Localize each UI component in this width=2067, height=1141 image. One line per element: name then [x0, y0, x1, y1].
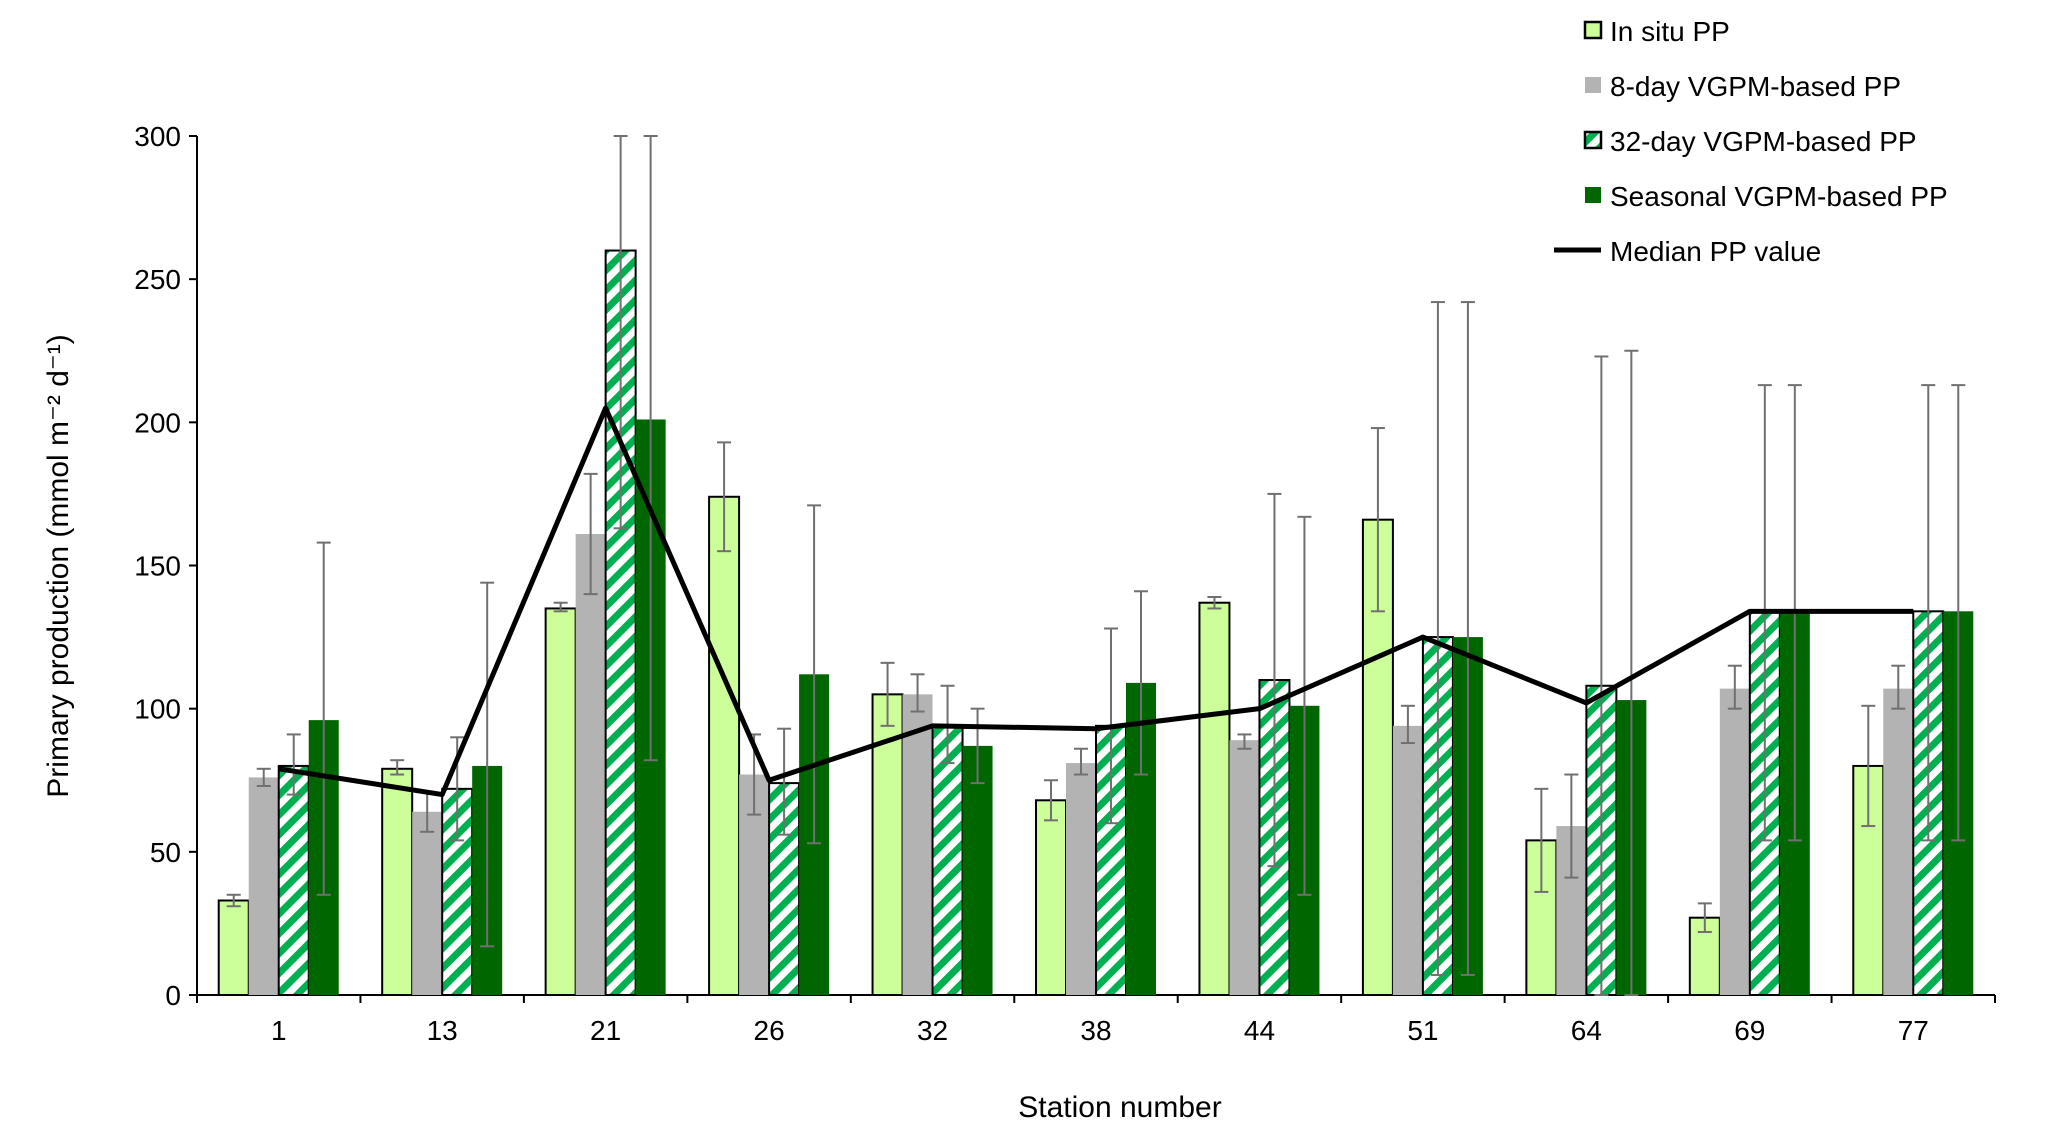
legend-label: 8-day VGPM-based PP	[1610, 71, 1901, 102]
y-tick-label: 150	[134, 551, 181, 582]
y-tick-label: 200	[134, 407, 181, 438]
x-tick-label: 21	[590, 1015, 621, 1046]
bar-in-situ-pp	[217, 899, 250, 997]
bar-seasonal-vgpm-based-pp	[962, 745, 993, 995]
x-axis-label: Station number	[1018, 1091, 1221, 1124]
legend-label: 32-day VGPM-based PP	[1610, 126, 1917, 157]
x-tick-label: 51	[1407, 1015, 1438, 1046]
bar-32-day-vgpm-based-pp	[277, 764, 310, 997]
y-tick-label: 50	[150, 837, 181, 868]
bar-8-day-vgpm-based-pp	[575, 534, 606, 995]
median-pp-line	[278, 405, 1914, 798]
x-tick-label: 13	[427, 1015, 458, 1046]
bar-8-day-vgpm-based-pp	[1719, 688, 1750, 995]
bar-in-situ-pp	[708, 495, 741, 996]
y-axis-label: Primary production (mmol m⁻² d⁻¹)	[42, 334, 75, 797]
legend: In situ PP 8-day VGPM-based PP 32-day VGPM…	[1554, 16, 1948, 267]
bar-8-day-vgpm-based-pp	[1392, 725, 1423, 995]
y-tick-label: 100	[134, 694, 181, 725]
y-tick-label: 0	[165, 980, 181, 1011]
legend-label: In situ PP	[1610, 16, 1730, 47]
x-tick-label: 32	[917, 1015, 948, 1046]
legend-swatch	[1583, 20, 1603, 40]
x-tick-label: 38	[1080, 1015, 1111, 1046]
bar-8-day-vgpm-based-pp	[1066, 763, 1096, 995]
y-tick-label: 300	[134, 121, 181, 152]
bar-8-day-vgpm-based-pp	[248, 777, 279, 995]
x-tick-label: 26	[754, 1015, 785, 1046]
x-tick-label: 44	[1244, 1015, 1275, 1046]
legend-label: Median PP value	[1610, 236, 1821, 267]
error-bars	[226, 135, 1966, 996]
x-tick-label: 77	[1898, 1015, 1929, 1046]
bar-8-day-vgpm-based-pp	[1883, 688, 1914, 995]
bar-8-day-vgpm-based-pp	[902, 694, 933, 995]
bar-8-day-vgpm-based-pp	[412, 811, 443, 995]
bar-32-day-vgpm-based-pp	[931, 724, 964, 996]
x-tick-label: 64	[1571, 1015, 1602, 1046]
y-tick-label: 250	[134, 264, 181, 295]
median-line-layer	[278, 405, 1914, 798]
x-tick-label: 1	[271, 1015, 287, 1046]
legend-swatch	[1585, 187, 1601, 203]
x-tick-label: 69	[1734, 1015, 1765, 1046]
legend-swatch	[1583, 130, 1603, 150]
legend-swatch	[1585, 77, 1601, 93]
bar-8-day-vgpm-based-pp	[1229, 740, 1260, 995]
bar-in-situ-pp	[544, 607, 577, 996]
bar-in-situ-pp	[381, 767, 414, 997]
bar-in-situ-pp	[1198, 601, 1231, 996]
bars	[217, 249, 1974, 997]
legend-label: Seasonal VGPM-based PP	[1610, 181, 1948, 212]
bar-in-situ-pp	[1035, 799, 1067, 996]
